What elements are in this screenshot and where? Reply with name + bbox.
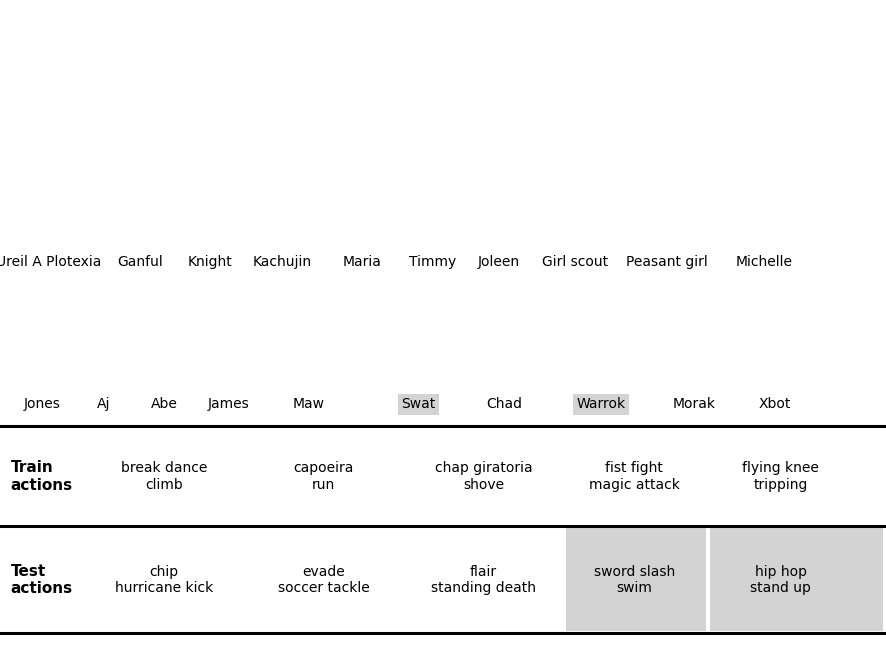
Text: flair
standing death: flair standing death <box>431 565 535 595</box>
Text: Timmy: Timmy <box>408 255 456 269</box>
Text: Train
actions: Train actions <box>11 460 73 493</box>
Text: chip
hurricane kick: chip hurricane kick <box>115 565 213 595</box>
Text: Morak: Morak <box>672 397 714 412</box>
Text: James: James <box>207 397 250 412</box>
Text: Maw: Maw <box>292 397 324 412</box>
Text: fist fight
magic attack: fist fight magic attack <box>588 461 679 492</box>
Text: Aj: Aj <box>97 397 111 412</box>
Text: Joleen: Joleen <box>477 255 519 269</box>
Text: Kachujin: Kachujin <box>253 255 311 269</box>
Text: Test
actions: Test actions <box>11 563 73 596</box>
Text: Maria: Maria <box>342 255 381 269</box>
Text: flying knee
tripping: flying knee tripping <box>742 461 818 492</box>
Text: Michelle: Michelle <box>735 255 792 269</box>
Bar <box>565 528 705 631</box>
Text: Knight: Knight <box>188 255 232 269</box>
Text: break dance
climb: break dance climb <box>120 461 207 492</box>
Bar <box>709 528 882 631</box>
Text: Xbot: Xbot <box>758 397 789 412</box>
Text: Ganful: Ganful <box>117 255 163 269</box>
Text: Peasant girl: Peasant girl <box>626 255 707 269</box>
Text: Warrok: Warrok <box>576 397 626 412</box>
Text: Ureil A Plotexia: Ureil A Plotexia <box>0 255 101 269</box>
Text: chap giratoria
shove: chap giratoria shove <box>434 461 532 492</box>
Text: evade
soccer tackle: evade soccer tackle <box>277 565 369 595</box>
Text: Abe: Abe <box>151 397 177 412</box>
Text: Jones: Jones <box>24 397 61 412</box>
Text: Swat: Swat <box>401 397 435 412</box>
Text: sword slash
swim: sword slash swim <box>593 565 674 595</box>
Text: hip hop
stand up: hip hop stand up <box>750 565 810 595</box>
Text: capoeira
run: capoeira run <box>293 461 354 492</box>
Text: Girl scout: Girl scout <box>541 255 607 269</box>
Text: Chad: Chad <box>486 397 521 412</box>
